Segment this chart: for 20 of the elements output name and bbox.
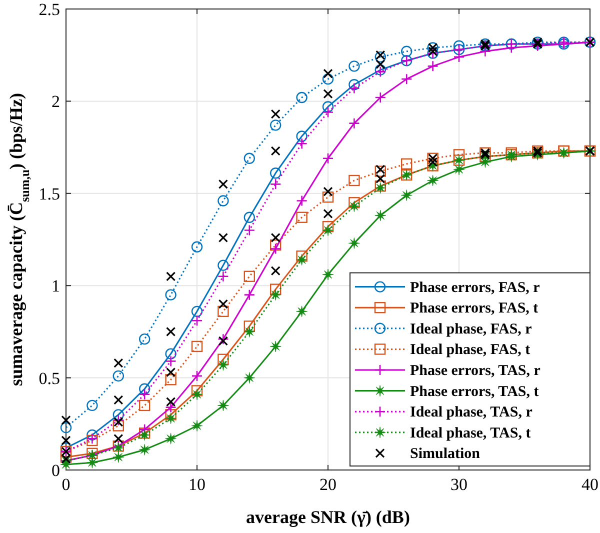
x-axis-title: average SNR (γ̄) (dB) — [246, 507, 410, 527]
legend-label: Ideal phase, TAS, r — [410, 404, 533, 421]
legend-label: Phase errors, TAS, t — [410, 384, 539, 400]
y-tick-label: 2.5 — [38, 0, 60, 19]
y-tick-label: 0.5 — [38, 368, 60, 388]
legend-label: Ideal phase, FAS, t — [410, 342, 530, 358]
legend-label: Ideal phase, FAS, r — [410, 321, 532, 338]
legend-label: Phase errors, TAS, r — [410, 363, 541, 379]
x-tick-label: 20 — [320, 475, 336, 494]
y-tick-label: 1 — [52, 276, 60, 296]
x-tick-label: 30 — [450, 475, 468, 494]
y-tick-label: 2 — [52, 92, 60, 112]
legend-label: Phase errors, FAS, r — [410, 280, 540, 296]
x-tick-label: 10 — [188, 475, 206, 494]
legend-label: Ideal phase, TAS, t — [410, 425, 531, 442]
x-tick-label: 40 — [582, 475, 598, 494]
y-tick-label: 0 — [52, 461, 60, 480]
legend-label: Simulation — [410, 446, 481, 462]
y-tick-label: 1.5 — [38, 184, 60, 204]
legend-label: Phase errors, FAS, t — [410, 300, 538, 317]
